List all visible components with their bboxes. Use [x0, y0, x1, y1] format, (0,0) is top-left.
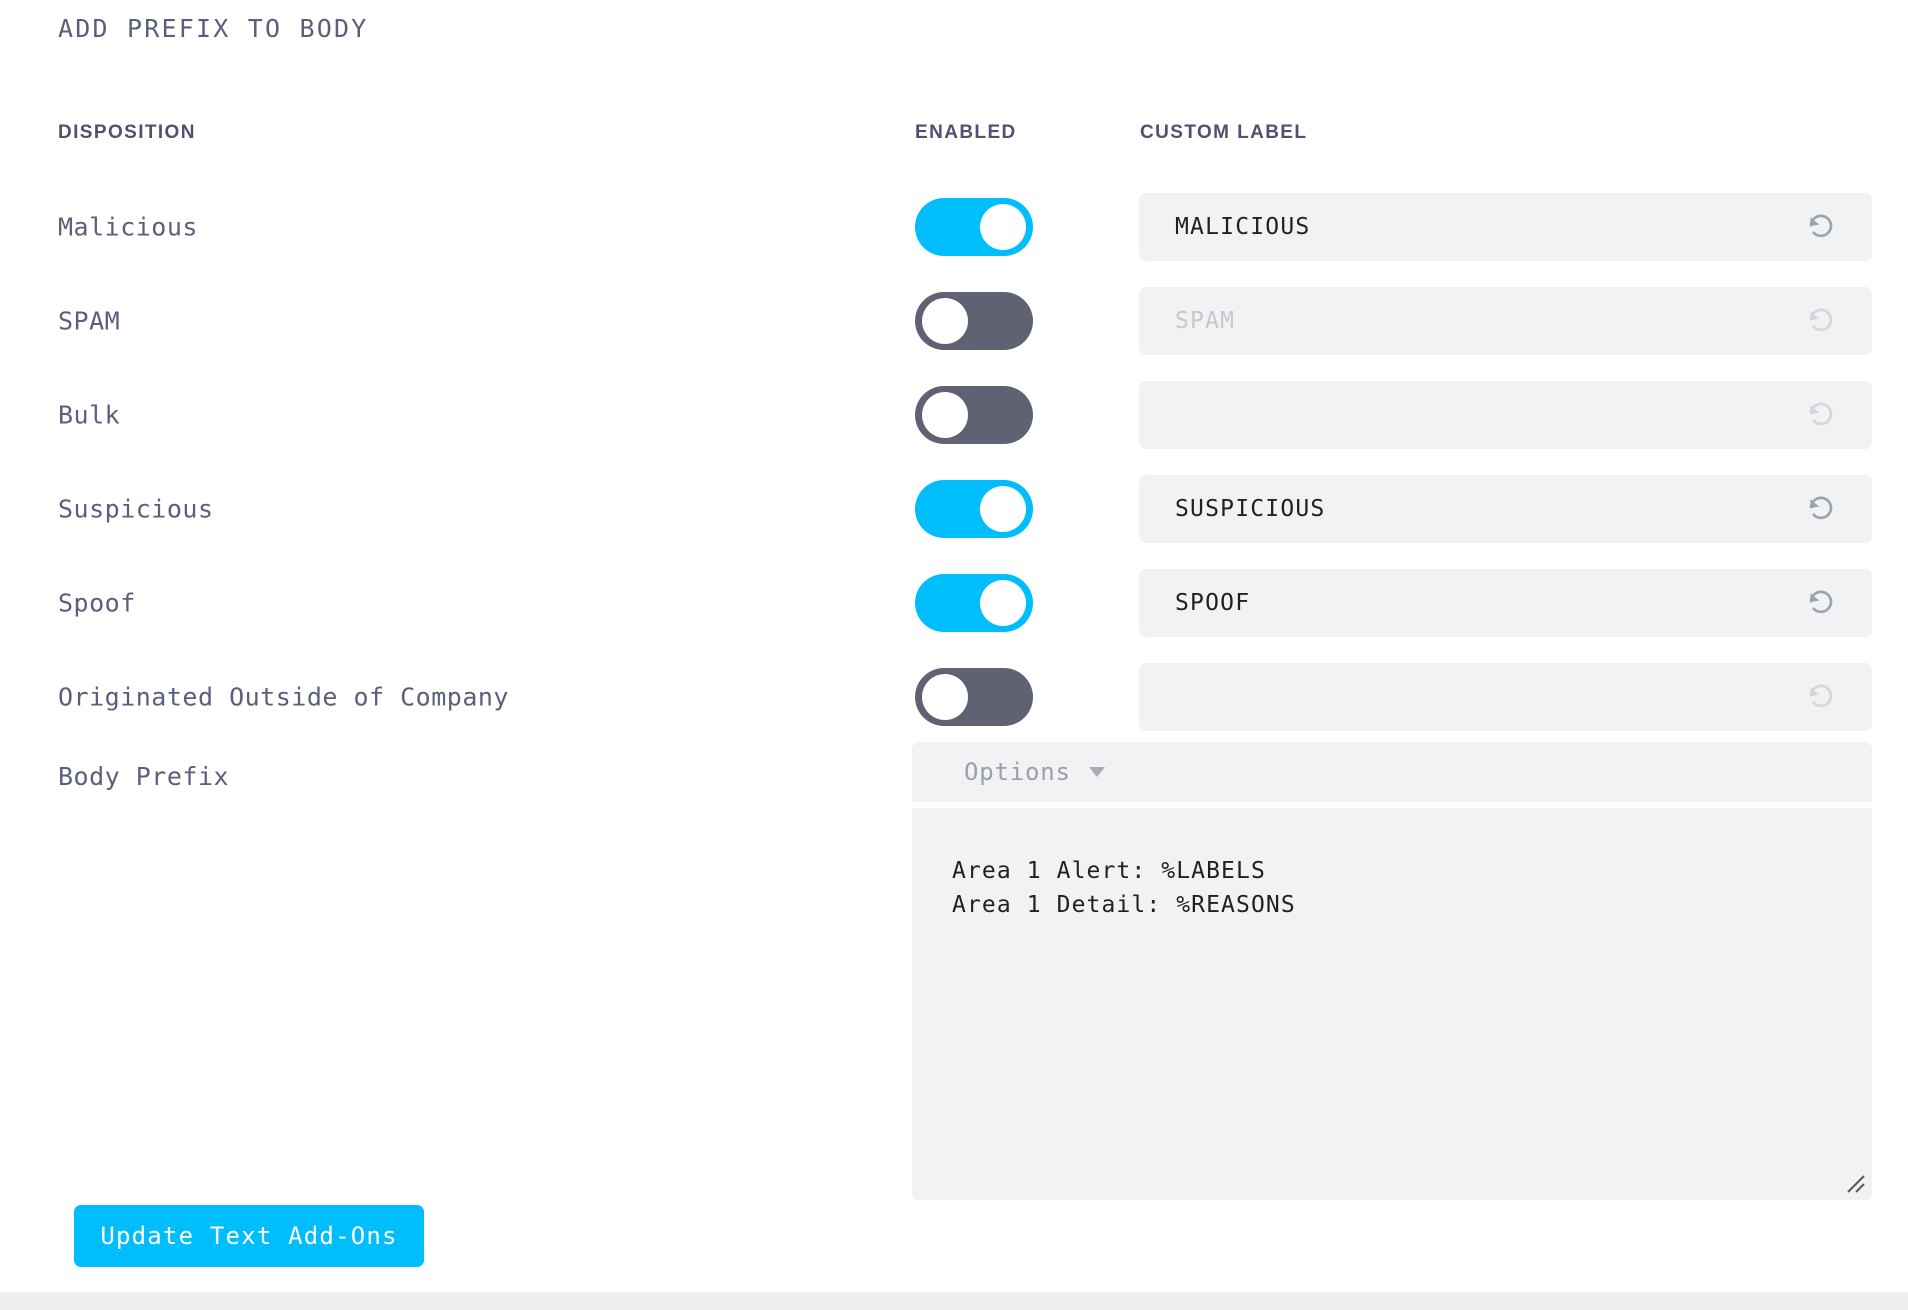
update-text-add-ons-button[interactable]: Update Text Add-Ons — [74, 1205, 424, 1267]
disposition-label: Suspicious — [58, 494, 214, 524]
reset-icon[interactable] — [1806, 306, 1836, 336]
disposition-label: Originated Outside of Company — [58, 682, 509, 712]
body-prefix-textarea-value: Area 1 Alert: %LABELS Area 1 Detail: %RE… — [952, 858, 1296, 918]
enabled-toggle[interactable] — [915, 574, 1033, 632]
toggle-knob — [980, 204, 1026, 250]
column-header-disposition: DISPOSITION — [58, 122, 196, 143]
column-header-custom-label: CUSTOM LABEL — [1140, 122, 1308, 143]
custom-label-value: SUSPICIOUS — [1175, 496, 1326, 522]
toggle-knob — [922, 298, 968, 344]
reset-icon[interactable] — [1806, 682, 1836, 712]
custom-label-input[interactable] — [1139, 381, 1872, 449]
options-dropdown[interactable]: Options — [912, 742, 1872, 802]
custom-label-value: SPAM — [1175, 308, 1236, 334]
enabled-toggle[interactable] — [915, 292, 1033, 350]
body-prefix-label: Body Prefix — [58, 762, 230, 791]
column-header-enabled: ENABLED — [915, 122, 1017, 143]
toggle-knob — [980, 486, 1026, 532]
chevron-down-icon — [1089, 767, 1105, 777]
resize-grip-icon[interactable] — [1845, 1173, 1867, 1195]
custom-label-value: SPOOF — [1175, 590, 1251, 616]
disposition-label: SPAM — [58, 306, 121, 336]
table-row: Originated Outside of Company — [0, 650, 1908, 744]
custom-label-input[interactable]: SUSPICIOUS — [1139, 475, 1872, 543]
page-title: ADD PREFIX TO BODY — [58, 14, 369, 43]
reset-icon[interactable] — [1806, 494, 1836, 524]
toggle-knob — [980, 580, 1026, 626]
reset-icon[interactable] — [1806, 588, 1836, 618]
body-prefix-textarea[interactable]: Area 1 Alert: %LABELS Area 1 Detail: %RE… — [912, 808, 1872, 1200]
disposition-rows: Malicious MALICIOUS SPAM SPAM Bulk Suspicious… — [0, 180, 1908, 744]
disposition-label: Malicious — [58, 212, 198, 242]
enabled-toggle[interactable] — [915, 386, 1033, 444]
footer-strip — [0, 1292, 1908, 1310]
custom-label-input[interactable] — [1139, 663, 1872, 731]
toggle-knob — [922, 674, 968, 720]
options-dropdown-label: Options — [964, 758, 1071, 786]
table-row: Suspicious SUSPICIOUS — [0, 462, 1908, 556]
enabled-toggle[interactable] — [915, 480, 1033, 538]
table-row: Malicious MALICIOUS — [0, 180, 1908, 274]
toggle-knob — [922, 392, 968, 438]
custom-label-input[interactable]: SPOOF — [1139, 569, 1872, 637]
table-row: Spoof SPOOF — [0, 556, 1908, 650]
custom-label-value: MALICIOUS — [1175, 214, 1311, 240]
custom-label-input[interactable]: SPAM — [1139, 287, 1872, 355]
enabled-toggle[interactable] — [915, 198, 1033, 256]
reset-icon[interactable] — [1806, 212, 1836, 242]
table-row: SPAM SPAM — [0, 274, 1908, 368]
reset-icon[interactable] — [1806, 400, 1836, 430]
enabled-toggle[interactable] — [915, 668, 1033, 726]
table-row: Bulk — [0, 368, 1908, 462]
disposition-label: Spoof — [58, 588, 136, 618]
disposition-label: Bulk — [58, 400, 121, 430]
custom-label-input[interactable]: MALICIOUS — [1139, 193, 1872, 261]
